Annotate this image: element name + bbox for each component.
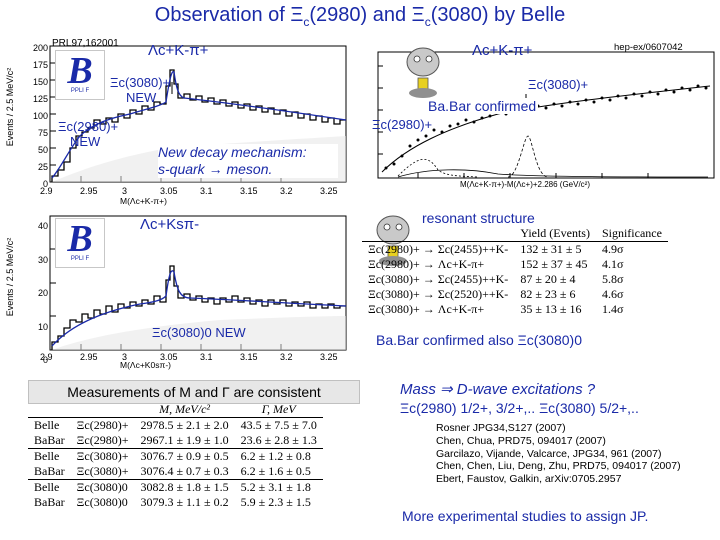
reference-item: Garcilazo, Vijande, Valcarce, JPG34, 961… bbox=[436, 447, 662, 460]
spin-assignments: Ξc(2980) 1/2+, 3/2+,.. Ξc(3080) 5/2+,.. bbox=[400, 400, 639, 416]
babar-beaver-logo bbox=[400, 42, 446, 105]
belle-x-axis-label: M(Λc+K-π+) bbox=[120, 196, 167, 206]
belle-lambda-ks-pi-plot: B PPLI F Λc+Ksπ- Ξc(3080)0 NEW 40 30 20 10 0… bbox=[0, 210, 350, 370]
belle-xi0-y-ticks: 40 30 20 10 0 bbox=[37, 221, 48, 365]
resonant-structure-heading: resonant structure bbox=[422, 210, 535, 226]
table-row: Belle Ξc(2980)+ 2978.5 ± 2.1 ± 2.0 43.5 ± 7… bbox=[28, 417, 323, 433]
reference-item: Chen, Chen, Liu, Deng, Zhu, PRD75, 09401… bbox=[436, 460, 681, 473]
reference-item: Rosner JPG34,S127 (2007) bbox=[436, 422, 566, 434]
reference-item: Ebert, Faustov, Galkin, arXiv:0705.2957 bbox=[436, 473, 622, 486]
decay-mechanism-note: New decay mechanism: s-quark → meson. bbox=[158, 144, 338, 178]
col-significance: Significance bbox=[601, 226, 662, 240]
table-row: BaBar Ξc(2980)+ 2967.1 ± 1.9 ± 1.0 23.6 ± 2… bbox=[34, 433, 317, 447]
xi-3080-label: Ξc(3080)+ bbox=[110, 75, 171, 90]
table-row: Ξc(3080)+ → Σc(2520)++K- 82 ± 23 ± 6 4.6σ bbox=[368, 287, 624, 301]
xi-3080-0-label: Ξc(3080)0 NEW bbox=[152, 325, 246, 340]
babar-confirmed-also: Ba.Bar confirmed also Ξc(3080)0 bbox=[376, 332, 582, 348]
col-mass: M, MeV/c² bbox=[159, 402, 210, 416]
xi-3080-new-label: NEW bbox=[126, 90, 157, 105]
table-row: Ξc(2980)+ → Σc(2455)++K- 132 ± 31 ± 5 4.9σ bbox=[362, 241, 668, 257]
babar-xi-3080-label: Ξc(3080)+ bbox=[528, 77, 589, 92]
measurements-heading-box: Measurements of M and Γ are consistent bbox=[28, 380, 360, 404]
table-row: Ξc(3080)+ → Σc(2455)++K- 87 ± 20 ± 4 5.8σ bbox=[368, 272, 624, 286]
interpretation-panel: Mass ⇒ D-wave excitations ? Ξc(2980) 1/2… bbox=[400, 380, 718, 416]
measurements-heading: Measurements of M and Γ are consistent bbox=[67, 384, 321, 400]
d-wave-note: Mass ⇒ D-wave excitations ? bbox=[400, 381, 596, 398]
belle-logo: B PPLI F bbox=[55, 50, 105, 100]
closing-remark: More experimental studies to assign JP. bbox=[402, 508, 649, 524]
belle-xi0-fit-curve bbox=[51, 270, 347, 347]
col-width: Γ, MeV bbox=[261, 402, 296, 416]
table-row: Belle Ξc(3080)+ 3076.7 ± 0.9 ± 0.5 6.2 ± 1.… bbox=[28, 448, 323, 464]
table-row: BaBar Ξc(3080)0 3079.3 ± 1.1 ± 0.2 5.9 ± 2.… bbox=[34, 495, 311, 509]
belle-xi0-channel-label: Λc+Ksπ- bbox=[140, 216, 200, 233]
belle-xi0-y-axis-label: Events / 2.5 MeV/c² bbox=[5, 237, 15, 317]
belle-xi0-histogram bbox=[51, 265, 346, 350]
babar-x-axis-label: M(Λc+K-π+)-M(Λc+)+2.286 (GeV/c²) bbox=[460, 180, 591, 189]
belle-reference: PRL97,162001 bbox=[52, 38, 119, 49]
table-row: Ξc(3080)+ → Λc+K-π+ 35 ± 13 ± 16 1.4σ bbox=[368, 302, 624, 316]
belle-logo-2: B PPLI F bbox=[55, 218, 105, 268]
babar-confirmed-label: Ba.Bar confirmed bbox=[426, 98, 539, 114]
belle-y-ticks: 200 175 150 125 100 75 50 25 0 bbox=[32, 43, 48, 189]
reference-item: Chen, Chua, PRD75, 094017 (2007) bbox=[436, 434, 606, 447]
slide-title: Observation of Ξc(2980) and Ξc(3080) by … bbox=[154, 4, 566, 29]
babar-channel-label: Λc+K-π+ bbox=[472, 42, 533, 59]
table-row: Belle Ξc(3080)0 3082.8 ± 1.8 ± 1.5 5.2 ± 3.… bbox=[28, 479, 323, 495]
resonant-structure-panel: resonant structure Yield (Events) Signif… bbox=[360, 210, 720, 360]
table-row: BaBar Ξc(3080)+ 3076.4 ± 0.7 ± 0.3 6.2 ± 1.… bbox=[34, 464, 311, 478]
belle-xi0-x-axis-label: M(Λc+K0sπ-) bbox=[120, 360, 171, 370]
belle-lambda-k-pi-plot: PRL97,162001 B PPLI F Λc+K-π+ Ξc(3080)+ N… bbox=[0, 36, 350, 206]
babar-reference: hep-ex/0607042 bbox=[614, 42, 683, 53]
references-list: Rosner JPG34,S127 (2007) Chen, Chua, PRD… bbox=[436, 422, 720, 486]
resonant-table: Yield (Events) Significance Ξc(2980)+ → … bbox=[362, 226, 668, 317]
belle-fit-curve bbox=[51, 70, 347, 179]
xi-2980-label: Ξc(2980)+ bbox=[58, 119, 119, 134]
belle-y-axis-label: Events / 2.5 MeV/c² bbox=[5, 67, 15, 147]
xi-2980-new-label: NEW bbox=[70, 134, 101, 149]
babar-beaver-logo-2 bbox=[370, 210, 416, 273]
measurements-table: M, MeV/c² Γ, MeV Belle Ξc(2980)+ 2978.5 ± … bbox=[28, 402, 358, 510]
table-row: Ξc(2980)+ → Λc+K-π+ 152 ± 37 ± 45 4.1σ bbox=[368, 257, 624, 271]
belle-channel-label: Λc+K-π+ bbox=[148, 42, 209, 59]
babar-lambda-k-pi-plot: hep-ex/0607042 Λc+K-π+ Ξc(3080)+ Ba.Bar … bbox=[338, 36, 720, 206]
babar-xi-2980-label: Ξc(2980)+ bbox=[372, 117, 433, 132]
col-yield: Yield (Events) bbox=[520, 226, 590, 240]
